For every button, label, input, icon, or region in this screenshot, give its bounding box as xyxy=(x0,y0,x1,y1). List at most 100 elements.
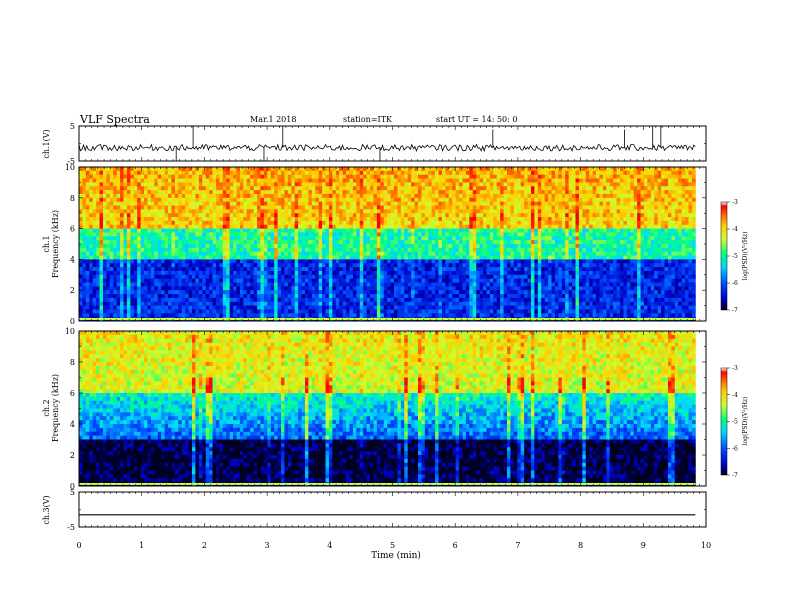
spectrogram-cell xyxy=(233,198,237,202)
spectrogram-cell xyxy=(284,248,288,252)
spectrogram-cell xyxy=(483,209,487,213)
spectrogram-cell xyxy=(435,209,439,213)
spectrogram-cell xyxy=(86,206,90,210)
spectrogram-cell xyxy=(243,229,247,233)
spectrogram-cell xyxy=(113,190,117,194)
spectrogram-cell xyxy=(312,190,316,194)
spectrogram-cell xyxy=(206,229,210,233)
spectrogram-cell xyxy=(295,202,299,206)
spectrogram-cell xyxy=(497,232,501,236)
spectrogram-cell xyxy=(137,225,141,229)
spectrogram-cell xyxy=(435,194,439,198)
spectrogram-cell xyxy=(106,213,110,217)
spectrogram-cell xyxy=(147,190,151,194)
spectrogram-cell xyxy=(302,206,306,210)
spectrogram-cell xyxy=(195,240,199,244)
spectrogram-cell xyxy=(459,283,463,287)
spectrogram-cell xyxy=(497,290,501,294)
spectrogram-cell xyxy=(391,309,395,313)
spectrogram-cell xyxy=(356,294,360,298)
spectrogram-cell xyxy=(223,186,227,190)
spectrogram-cell xyxy=(178,294,182,298)
spectrogram-cell xyxy=(175,167,179,171)
spectrogram-cell xyxy=(93,256,97,260)
spectrogram-cell xyxy=(195,229,199,233)
spectrogram-cell xyxy=(356,232,360,236)
spectrogram-cell xyxy=(415,171,419,175)
spectrogram-cell xyxy=(329,186,333,190)
spectrogram-cell xyxy=(469,202,473,206)
spectrogram-cell xyxy=(110,179,114,183)
spectrogram-cell xyxy=(141,256,145,260)
spectrogram-cell xyxy=(130,229,134,233)
spectrogram-cell xyxy=(223,232,227,236)
spectrogram-cell xyxy=(127,283,131,287)
spectrogram-cell xyxy=(332,240,336,244)
spectrogram-cell xyxy=(86,167,90,171)
spectrogram-cell xyxy=(428,217,432,221)
spectrogram-cell xyxy=(394,248,398,252)
spectrogram-cell xyxy=(315,236,319,240)
spectrogram-cell xyxy=(469,213,473,217)
spectrogram-cell xyxy=(96,229,100,233)
spectrogram-cell xyxy=(237,306,241,310)
spectrogram-cell xyxy=(384,256,388,260)
spectrogram-cell xyxy=(274,302,278,306)
spectrogram-cell xyxy=(189,198,193,202)
spectrogram-cell xyxy=(226,206,230,210)
spectrogram-cell xyxy=(353,279,357,283)
spectrogram-cell xyxy=(298,182,302,186)
spectrogram-cell xyxy=(415,240,419,244)
spectrogram-cell xyxy=(493,171,497,175)
spectrogram-cell xyxy=(350,213,354,217)
spectrogram-cell xyxy=(182,298,186,302)
spectrogram-cell xyxy=(469,167,473,171)
spectrogram-cell xyxy=(326,306,330,310)
spectrogram-cell xyxy=(302,232,306,236)
spectrogram-cell xyxy=(96,259,100,263)
spectrogram-cell xyxy=(380,217,384,221)
spectrogram-cell xyxy=(432,229,436,233)
spectrogram-cell xyxy=(305,194,309,198)
spectrogram-cell xyxy=(490,179,494,183)
spectrogram-cell xyxy=(373,240,377,244)
spectrogram-cell xyxy=(260,206,264,210)
spectrogram-cell xyxy=(171,213,175,217)
spectrogram-cell xyxy=(353,294,357,298)
spectrogram-cell xyxy=(284,313,288,317)
spectrogram-cell xyxy=(466,267,470,271)
spectrogram-cell xyxy=(404,229,408,233)
spectrogram-cell xyxy=(439,302,443,306)
spectrogram-cell xyxy=(445,240,449,244)
spectrogram-cell xyxy=(370,182,374,186)
spectrogram-cell xyxy=(360,256,364,260)
spectrogram-cell xyxy=(271,190,275,194)
spectrogram-cell xyxy=(274,306,278,310)
spectrogram-cell xyxy=(130,232,134,236)
spectrogram-cell xyxy=(278,298,282,302)
spectrogram-cell xyxy=(237,279,241,283)
spectrogram-cell xyxy=(219,167,223,171)
spectrogram-cell xyxy=(435,290,439,294)
spectrogram-cell xyxy=(165,217,169,221)
spectrogram-cell xyxy=(284,252,288,256)
spectrogram-cell xyxy=(469,206,473,210)
spectrogram-cell xyxy=(189,232,193,236)
spectrogram-cell xyxy=(346,275,350,279)
spectrogram-cell xyxy=(336,263,340,267)
spectrogram-cell xyxy=(452,256,456,260)
spectrogram-cell xyxy=(404,275,408,279)
spectrogram-cell xyxy=(312,217,316,221)
spectrogram-cell xyxy=(158,236,162,240)
spectrogram-cell xyxy=(175,302,179,306)
spectrogram-cell xyxy=(257,279,261,283)
spectrogram-cell xyxy=(445,194,449,198)
spectrogram-cell xyxy=(267,294,271,298)
spectrogram-cell xyxy=(295,171,299,175)
spectrogram-cell xyxy=(456,171,460,175)
spectrogram-cell xyxy=(247,213,251,217)
spectrogram-cell xyxy=(469,313,473,317)
spectrogram-cell xyxy=(476,198,480,202)
spectrogram-cell xyxy=(219,294,223,298)
spectrogram-cell xyxy=(367,236,371,240)
